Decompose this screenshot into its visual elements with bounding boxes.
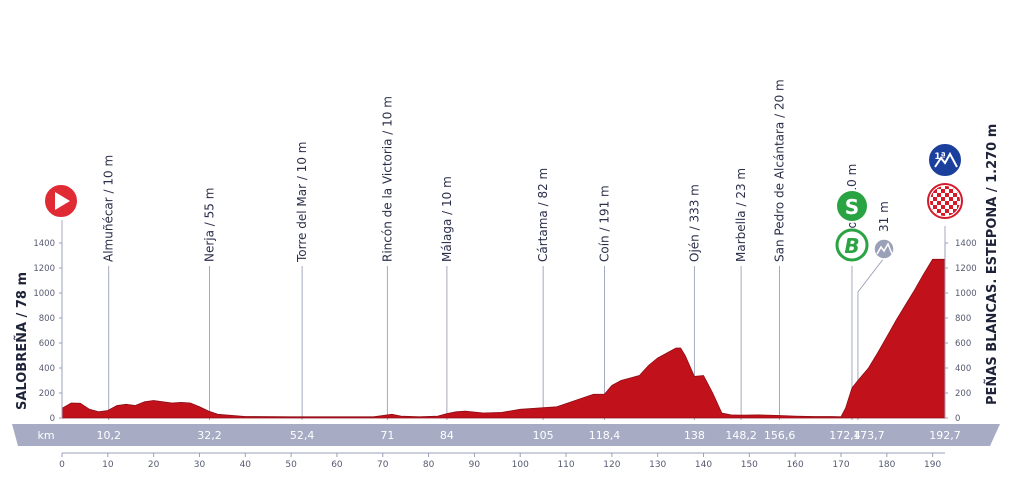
km-bar-value: 192,7 (929, 429, 961, 442)
town-label: Málaga / 10 m (440, 176, 454, 262)
y-tick-label-left: 200 (39, 389, 55, 399)
x-tick-label: 160 (787, 460, 804, 470)
x-tick-label: 100 (512, 460, 529, 470)
y-tick-label-right: 800 (955, 314, 971, 324)
x-tick-label: 70 (377, 460, 389, 470)
km-bar-labels: km 10,2 32,2 52,4 71 84 105 118,4 138 148,2 156,6 1… (37, 429, 960, 442)
town-label: Coín / 191 m (598, 185, 612, 262)
climb-guide-line (857, 257, 885, 420)
km-bar-value: 172,4 (829, 429, 861, 442)
x-tick-label: 110 (557, 460, 574, 470)
x-tick-label: 180 (878, 460, 895, 470)
town-label: Rincón de la Victoria / 10 m (380, 96, 394, 262)
y-tick-label-left: 1200 (33, 264, 55, 274)
y-tick-label-right: 1200 (955, 264, 977, 274)
x-tick-label: 190 (924, 460, 941, 470)
sprint-letter: S (845, 195, 859, 219)
km-bar-value: 156,6 (764, 429, 796, 442)
y-tick-label-right: 1000 (955, 289, 977, 299)
km-bar-value: 173,7 (853, 429, 885, 442)
town-label: Marbella / 23 m (734, 168, 748, 262)
start-town-label: SALOBREÑA / 78 m (14, 272, 30, 410)
x-tick-label: 30 (194, 460, 206, 470)
town-label: Ojén / 333 m (687, 184, 701, 262)
y-tick-label-left: 800 (39, 314, 55, 324)
town-label: Torre del Mar / 10 m (295, 142, 309, 263)
x-tick-label: 120 (603, 460, 620, 470)
bonus-icon (835, 228, 869, 262)
stage-icons: SB 31 m 1ª (43, 142, 963, 262)
x-tick-label: 0 (59, 460, 65, 470)
km-bar-value: 52,4 (290, 429, 315, 442)
y-tick-label-right: 600 (955, 339, 971, 349)
y-tick-label-right: 400 (955, 364, 971, 374)
km-bar-value: 105 (533, 429, 554, 442)
km-bar-value: 138 (684, 429, 705, 442)
mountain-icon (876, 242, 893, 255)
x-tick-label: 10 (102, 460, 114, 470)
x-tick-label: 50 (285, 460, 297, 470)
y-tick-label-left: 1000 (33, 289, 55, 299)
x-tick-label: 140 (695, 460, 712, 470)
km-bar-unit: km (37, 429, 54, 442)
x-tick-label: 40 (240, 460, 252, 470)
x-tick-label: 90 (469, 460, 481, 470)
bonus-letter: B (844, 234, 859, 258)
km-bar-value: 32,2 (197, 429, 222, 442)
y-tick-label-right: 1400 (955, 239, 977, 249)
y-tick-label-left: 0 (50, 414, 55, 424)
summit-mountain-icon (934, 151, 958, 168)
climb-category-label: 1ª (934, 152, 945, 162)
x-axis: 0 10 20 30 40 50 60 70 80 90 100 110 120 130 140 150 160… (59, 452, 945, 470)
y-tick-label-right: 0 (955, 414, 960, 424)
km-bar-value: 118,4 (589, 429, 621, 442)
km-bar-value: 10,2 (96, 429, 121, 442)
sprint-icon (835, 189, 869, 223)
town-labels: Almuñécar / 10 m Nerja / 55 m Torre del Ma… (102, 79, 859, 263)
summit-category-icon (927, 142, 963, 178)
y-tick-label-right: 200 (955, 389, 971, 399)
town-label: Cártama / 82 m (536, 168, 550, 262)
x-tick-label: 150 (741, 460, 758, 470)
climb-icon (873, 238, 895, 260)
x-tick-label: 80 (423, 460, 435, 470)
y-tick-label-left: 1400 (33, 239, 55, 249)
y-axis-left: 0 200 400 600 800 1000 1200 1400 (33, 239, 63, 424)
km-bar-value: 84 (440, 429, 454, 442)
km-bar (12, 424, 1000, 446)
town-label: San Pedro de Alcántara / 20 m (773, 79, 787, 262)
x-tick-label: 60 (331, 460, 343, 470)
guide-lines (61, 220, 946, 420)
climb-height-label: 31 m (877, 201, 891, 232)
x-tick-label: 130 (649, 460, 666, 470)
y-tick-label-left: 600 (39, 339, 55, 349)
finish-town-label: PEÑAS BLANCAS. ESTEPONA / 1.270 m (984, 124, 1000, 405)
y-tick-label-left: 400 (39, 364, 55, 374)
start-arrow-icon (55, 192, 70, 210)
town-label: Nerja / 55 m (203, 188, 217, 262)
y-axis-right: 0 200 400 600 800 1000 1200 1400 (944, 239, 977, 424)
elevation-profile-area (61, 258, 946, 419)
town-label: Almuñécar / 10 m (102, 155, 116, 262)
x-tick-label: 20 (148, 460, 160, 470)
km-bar-value: 71 (380, 429, 394, 442)
x-tick-label: 170 (832, 460, 849, 470)
km-bar-value: 148,2 (725, 429, 757, 442)
